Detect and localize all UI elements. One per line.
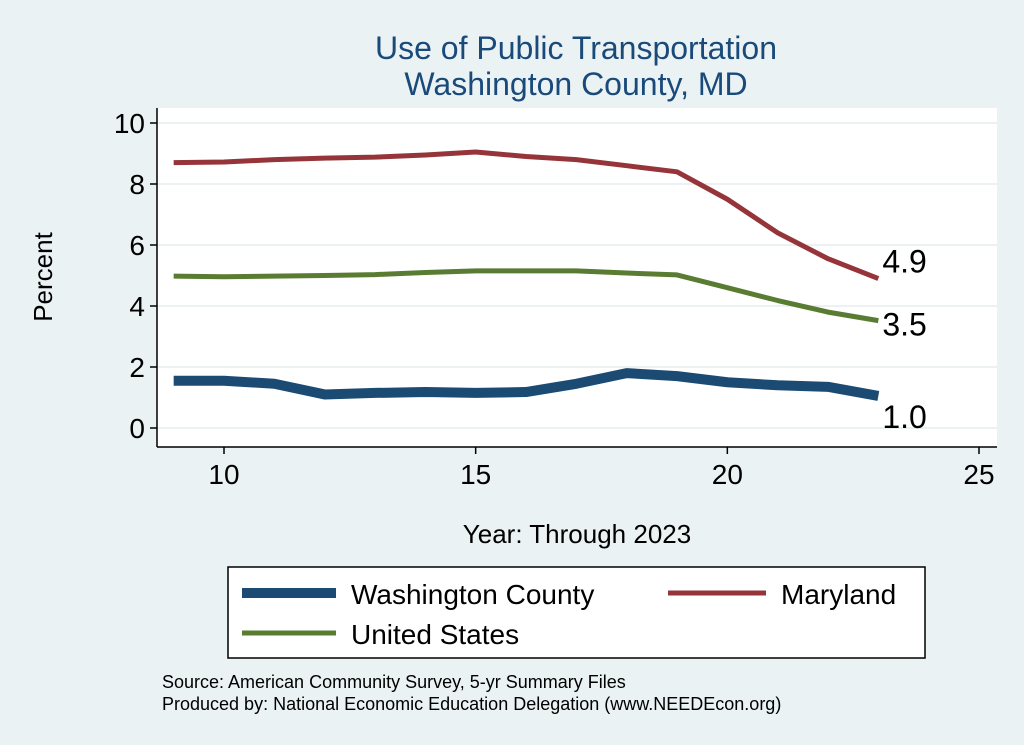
end-labels: 1.0 4.9 3.5 — [882, 244, 926, 435]
legend-box — [227, 566, 926, 659]
legend-label-maryland: Maryland — [781, 579, 896, 610]
end-label-washington-county: 1.0 — [882, 399, 926, 435]
legend-label-united-states: United States — [351, 619, 519, 650]
y-tick-label: 0 — [129, 413, 145, 444]
produced-by-note: Produced by: National Economic Education… — [162, 694, 781, 714]
source-note: Source: American Community Survey, 5-yr … — [162, 672, 626, 692]
end-label-maryland: 4.9 — [882, 244, 926, 280]
x-tick-label: 20 — [712, 459, 743, 490]
y-tick-label: 10 — [114, 108, 145, 139]
x-axis-title: Year: Through 2023 — [463, 519, 691, 549]
y-tick-label: 6 — [129, 230, 145, 261]
chart-title: Use of Public Transportation — [375, 30, 777, 66]
x-tick-label: 15 — [460, 459, 491, 490]
axes: 0 2 4 6 8 10 10 15 20 25 — [114, 108, 997, 490]
series-group — [173, 149, 880, 401]
y-axis-title: Percent — [28, 231, 58, 321]
grid-lines — [157, 122, 997, 429]
y-tick-label: 2 — [129, 352, 145, 383]
x-tick-label: 25 — [963, 459, 994, 490]
end-label-united-states: 3.5 — [882, 307, 926, 343]
chart-subtitle: Washington County, MD — [404, 66, 747, 102]
y-tick-label: 8 — [129, 169, 145, 200]
legend-label-washington-county: Washington County — [351, 579, 594, 610]
y-tick-label: 4 — [129, 291, 145, 322]
x-tick-label: 10 — [208, 459, 239, 490]
